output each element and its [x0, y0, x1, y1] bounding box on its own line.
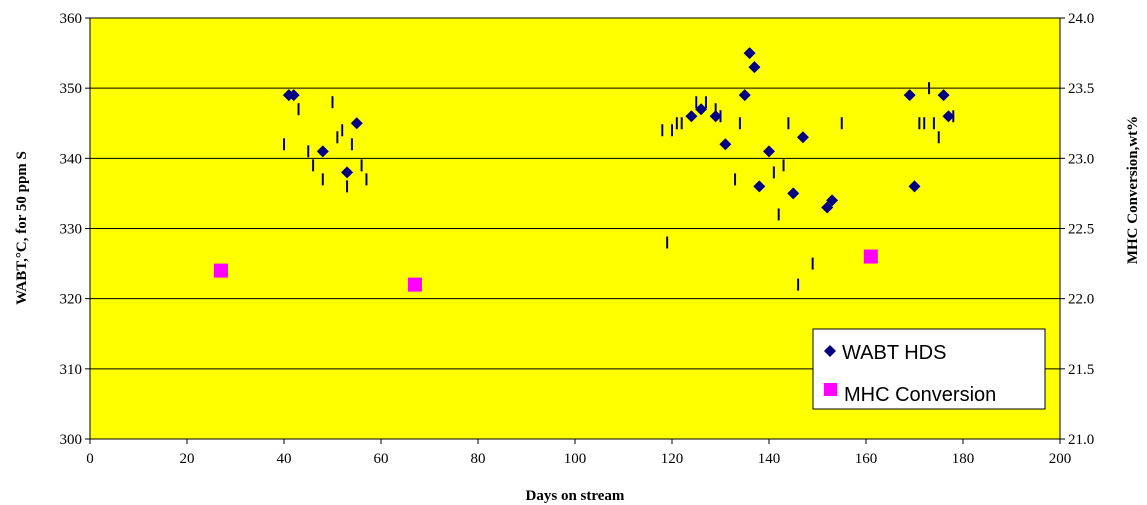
y-left-tick-label: 320: [60, 292, 83, 308]
x-tick-label: 80: [471, 451, 486, 467]
x-axis-title: Days on stream: [526, 488, 625, 504]
legend-diamond-icon: [824, 345, 836, 357]
y-right-tick-label: 21.0: [1068, 432, 1094, 448]
y-right-tick-label: 23.0: [1068, 151, 1094, 167]
y-right-tick-label: 21.5: [1068, 362, 1094, 378]
wabt-hds-point: [748, 61, 761, 74]
x-tick-label: 40: [277, 451, 292, 467]
wabt-hds-point: [796, 131, 809, 144]
y-right-tick-label: 22.0: [1068, 292, 1094, 308]
wabt-hds-point: [738, 89, 751, 102]
wabt-hds-point: [350, 117, 363, 130]
wabt-hds-point: [685, 110, 698, 123]
y-right-tick-label: 23.5: [1068, 81, 1094, 97]
wabt-hds-point: [763, 145, 775, 158]
x-tick-label: 60: [374, 451, 389, 467]
x-tick-label: 100: [564, 451, 587, 467]
y-right-tick-label: 24.0: [1068, 11, 1094, 27]
legend-label-mhc: MHC Conversion: [844, 384, 996, 406]
legend-label-wabt: WABT HDS: [842, 342, 946, 364]
x-tick-label: 200: [1049, 451, 1072, 467]
mhc-conversion-point: [407, 277, 422, 292]
x-tick-label: 180: [952, 451, 975, 467]
x-tick-labels: 0 20 40 60 80 100 120 140 160 180 200: [86, 451, 1071, 467]
axes: [85, 17, 1065, 444]
mhc-conversion-point: [863, 249, 878, 264]
wabt-hds-point: [826, 194, 839, 207]
wabt-hds-point: [787, 187, 800, 200]
y-axis-right-title: MHC Conversion,wt%: [1125, 116, 1141, 264]
x-tick-label: 120: [661, 451, 684, 467]
y-right-tick-labels: 21.0 21.5 22.0 22.5 23.0 23.5 24.0: [1068, 11, 1094, 448]
wabt-hds-point: [287, 89, 300, 102]
wabt-hds-point: [903, 89, 916, 102]
wabt-hds-point: [942, 110, 955, 123]
y-left-tick-label: 350: [60, 81, 83, 97]
wabt-hds-point: [709, 110, 722, 123]
y-left-tick-label: 330: [60, 222, 83, 238]
legend-box: [812, 328, 1046, 410]
wabt-hds-point: [695, 103, 708, 116]
wabt-hds-point: [937, 89, 950, 102]
x-tick-label: 140: [758, 451, 781, 467]
legend: WABT HDS MHC Conversion: [812, 328, 1046, 410]
x-tick-label: 0: [86, 451, 94, 467]
wabt-hds-point: [316, 145, 329, 158]
wabt-hds-point: [719, 138, 732, 151]
mhc-conversion-point: [213, 263, 228, 278]
wabt-hds-point: [908, 180, 921, 193]
data-marks: [213, 47, 955, 292]
wabt-hds-point: [753, 180, 766, 193]
wabt-hds-point: [341, 166, 354, 179]
wabt-hds-point: [743, 47, 756, 60]
y-left-tick-label: 300: [60, 432, 83, 448]
y-right-tick-label: 22.5: [1068, 222, 1094, 238]
y-left-tick-label: 340: [60, 151, 83, 167]
x-tick-label: 20: [180, 451, 195, 467]
y-left-tick-label: 310: [60, 362, 83, 378]
y-left-tick-label: 360: [60, 11, 83, 27]
x-tick-label: 160: [855, 451, 878, 467]
legend-square-icon: [824, 383, 837, 396]
y-axis-left-title: WABT,°C, for 50 ppm S: [14, 151, 30, 305]
y-left-tick-labels: 300 310 320 330 340 350 360: [60, 11, 83, 448]
